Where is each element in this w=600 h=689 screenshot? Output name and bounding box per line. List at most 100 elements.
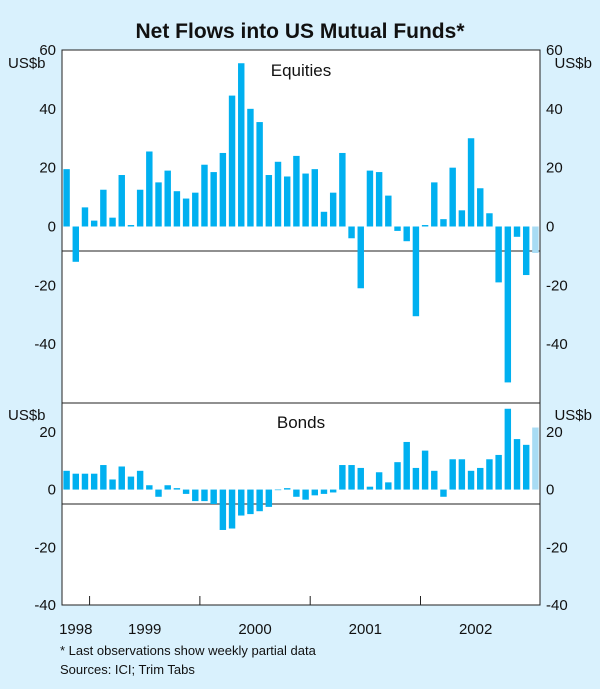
equities-bars bbox=[63, 63, 539, 383]
equities-bar bbox=[449, 167, 456, 227]
bonds-bar bbox=[293, 489, 300, 497]
equities-bar bbox=[182, 198, 190, 227]
equities-ylabel-right: US$b bbox=[554, 55, 592, 72]
equities-bar bbox=[329, 192, 337, 227]
bonds-bar bbox=[155, 489, 162, 497]
equities-ytick-left: -20 bbox=[34, 277, 56, 294]
bonds-bar bbox=[366, 486, 374, 490]
equities-bar bbox=[375, 172, 383, 227]
equities-ytick-left: -40 bbox=[34, 336, 56, 353]
x-axis: 1998 1999 2000 2001 2002 bbox=[59, 596, 492, 638]
bonds-bar bbox=[467, 470, 475, 490]
equities-bar bbox=[256, 122, 263, 227]
bonds-bar bbox=[532, 427, 539, 490]
bonds-bar bbox=[513, 439, 521, 490]
x-tick-label: 2000 bbox=[238, 621, 271, 638]
equities-ytick-left: 20 bbox=[39, 160, 56, 177]
equities-ytick-right: 0 bbox=[546, 219, 554, 236]
equities-bar bbox=[302, 173, 309, 227]
bonds-bar bbox=[477, 467, 484, 490]
equities-ytick-right: 20 bbox=[546, 160, 563, 177]
bonds-bar bbox=[146, 485, 153, 490]
equities-ylabel-left: US$b bbox=[8, 55, 46, 72]
equities-bar bbox=[339, 152, 346, 227]
equities-tick-labels: 60 60 40 40 20 20 0 0 -20 -20 -40 -40 bbox=[34, 42, 567, 353]
x-tick-label: 2001 bbox=[349, 621, 382, 638]
equities-bar bbox=[109, 217, 116, 227]
equities-bar bbox=[357, 226, 364, 289]
bonds-ytick-right: 0 bbox=[546, 482, 554, 499]
bonds-bar bbox=[421, 450, 429, 490]
bonds-bar bbox=[219, 489, 227, 530]
bonds-bar bbox=[136, 470, 144, 490]
bonds-bar bbox=[283, 488, 291, 490]
x-tick-label: 1999 bbox=[128, 621, 161, 638]
bonds-bar bbox=[320, 489, 328, 494]
bonds-bar bbox=[522, 444, 530, 490]
equities-bar bbox=[192, 192, 199, 227]
bonds-bar bbox=[238, 489, 245, 516]
bonds-bar bbox=[458, 459, 466, 490]
equities-ytick-left: 40 bbox=[39, 101, 56, 118]
equities-bar bbox=[467, 138, 475, 227]
bonds-ytick-right: -40 bbox=[546, 597, 568, 614]
equities-bar bbox=[283, 176, 291, 227]
bonds-bar bbox=[127, 476, 135, 490]
bonds-bar bbox=[440, 489, 447, 497]
bonds-bar bbox=[329, 489, 337, 493]
equities-bar bbox=[504, 226, 512, 383]
equities-bar bbox=[532, 226, 539, 253]
bonds-bar bbox=[228, 489, 236, 529]
equities-bar bbox=[164, 170, 171, 227]
bonds-panel-title: Bonds bbox=[277, 413, 325, 432]
bonds-bar bbox=[210, 489, 217, 504]
equities-bar bbox=[155, 182, 162, 227]
bonds-bar bbox=[412, 467, 420, 490]
sources: Sources: ICI; Trim Tabs bbox=[60, 662, 195, 677]
bonds-bar bbox=[192, 489, 199, 502]
bonds-bar bbox=[357, 467, 364, 490]
bonds-bar bbox=[311, 489, 318, 496]
bonds-bar bbox=[90, 473, 98, 490]
equities-bar bbox=[228, 95, 236, 227]
equities-bar bbox=[522, 226, 530, 276]
bonds-bar bbox=[431, 470, 438, 490]
equities-bar bbox=[90, 220, 98, 227]
equities-bar bbox=[320, 211, 328, 227]
equities-bar bbox=[63, 169, 70, 227]
bonds-bar bbox=[486, 459, 493, 490]
equities-ytick-right: -20 bbox=[546, 277, 568, 294]
equities-bar bbox=[348, 226, 355, 239]
bonds-bar bbox=[504, 408, 512, 490]
equities-bar bbox=[127, 225, 135, 227]
equities-bar bbox=[394, 226, 401, 231]
equities-ytick-right: 40 bbox=[546, 101, 563, 118]
equities-bar bbox=[311, 169, 318, 227]
bonds-bar bbox=[339, 465, 346, 490]
bonds-bar bbox=[100, 465, 107, 490]
equities-bar bbox=[412, 226, 420, 317]
bonds-bar bbox=[182, 489, 190, 494]
equities-bar bbox=[100, 189, 107, 227]
equities-bar bbox=[238, 63, 245, 227]
bonds-ylabel-right: US$b bbox=[554, 407, 592, 424]
bonds-bar bbox=[274, 489, 282, 491]
equities-ytick-left: 60 bbox=[39, 42, 56, 59]
equities-ytick-right: -40 bbox=[546, 336, 568, 353]
equities-bar bbox=[210, 172, 217, 227]
bonds-bar bbox=[256, 489, 263, 512]
bonds-bar bbox=[118, 466, 125, 490]
bonds-bar bbox=[385, 482, 392, 490]
equities-bar bbox=[219, 152, 227, 227]
bonds-ytick-left: 0 bbox=[48, 482, 56, 499]
equities-bar bbox=[421, 225, 429, 227]
bonds-bar bbox=[394, 462, 401, 490]
bonds-bar bbox=[495, 454, 502, 490]
chart-title: Net Flows into US Mutual Funds* bbox=[136, 20, 466, 43]
bonds-ytick-left: -40 bbox=[34, 597, 56, 614]
bonds-ytick-right: -20 bbox=[546, 539, 568, 556]
equities-bar bbox=[385, 195, 392, 227]
bonds-ytick-left: -20 bbox=[34, 539, 56, 556]
equities-bar bbox=[513, 226, 521, 237]
equities-bar bbox=[136, 189, 144, 227]
